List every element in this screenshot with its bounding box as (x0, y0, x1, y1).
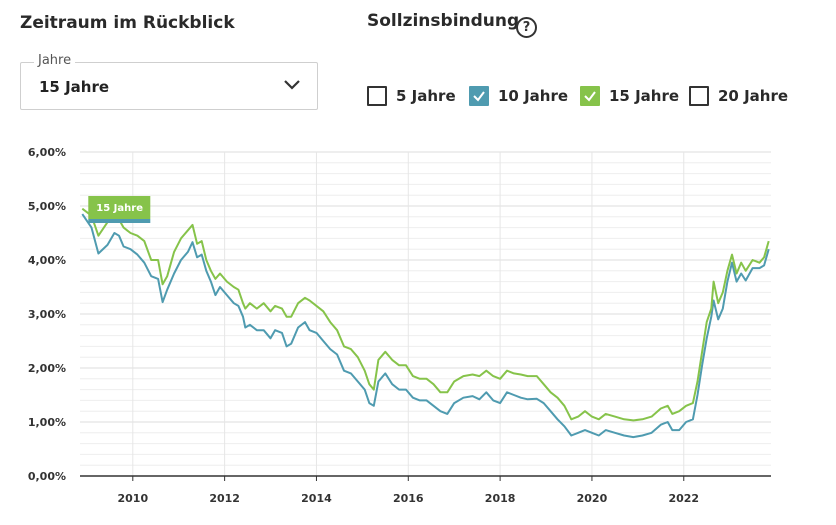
x-tick-label: 2014 (301, 492, 332, 505)
binding-title: Sollzinsbindung (367, 11, 520, 31)
y-tick-label: 6,00% (28, 146, 66, 159)
checkbox-15-jahre[interactable]: 15 Jahre (580, 86, 679, 106)
y-tick-label: 0,00% (28, 470, 66, 483)
tooltip-box (88, 196, 151, 219)
x-tick-label: 2018 (485, 492, 516, 505)
help-icon[interactable]: ? (516, 17, 537, 38)
x-tick-label: 2010 (117, 492, 148, 505)
tooltip-label: 15 Jahre (96, 203, 143, 214)
x-tick-label: 2020 (577, 492, 608, 505)
y-tick-label: 3,00% (28, 308, 66, 321)
x-tick-label: 2022 (668, 492, 699, 505)
checkbox-5-jahre-box[interactable] (367, 86, 387, 106)
checkbox-10-jahre-box[interactable] (469, 86, 489, 106)
chart-tooltip: 15 Jahre (88, 196, 151, 223)
period-select-value: 15 Jahre (39, 78, 110, 96)
x-tick-label: 2012 (209, 492, 240, 505)
chevron-down-icon (284, 80, 300, 90)
period-select[interactable]: 15 Jahre (20, 62, 318, 110)
checkbox-10-jahre-label: 10 Jahre (498, 87, 569, 105)
y-tick-label: 1,00% (28, 416, 66, 429)
x-tick-label: 2016 (393, 492, 424, 505)
chart-grid (80, 151, 771, 477)
check-icon (473, 91, 485, 102)
y-tick-label: 2,00% (28, 362, 66, 375)
y-tick-label: 5,00% (28, 200, 66, 213)
period-title: Zeitraum im Rückblick (20, 13, 235, 33)
checkbox-5-jahre[interactable]: 5 Jahre (367, 86, 456, 106)
x-axis: 2010 2012 2014 2016 2018 2020 2022 (117, 476, 699, 505)
checkbox-15-jahre-label: 15 Jahre (609, 87, 680, 105)
period-select-label: Jahre (34, 53, 76, 68)
checkbox-20-jahre-box[interactable] (689, 86, 709, 106)
rate-history-chart: 0,00% 1,00% 2,00% 3,00% 4,00% 5,00% 6,00% 2010… (28, 146, 771, 505)
tooltip-underline (88, 219, 151, 223)
series-line-10-jahre (81, 213, 770, 439)
series-line-15-jahre (81, 207, 770, 422)
check-icon (584, 91, 596, 102)
y-tick-label: 4,00% (28, 254, 66, 267)
checkbox-20-jahre[interactable]: 20 Jahre (689, 86, 788, 106)
chart-series (81, 207, 770, 439)
checkbox-5-jahre-label: 5 Jahre (396, 87, 456, 105)
checkbox-10-jahre[interactable]: 10 Jahre (469, 86, 568, 106)
checkbox-15-jahre-box[interactable] (580, 86, 600, 106)
y-axis: 0,00% 1,00% 2,00% 3,00% 4,00% 5,00% 6,00% (28, 146, 66, 483)
checkbox-20-jahre-label: 20 Jahre (718, 87, 789, 105)
